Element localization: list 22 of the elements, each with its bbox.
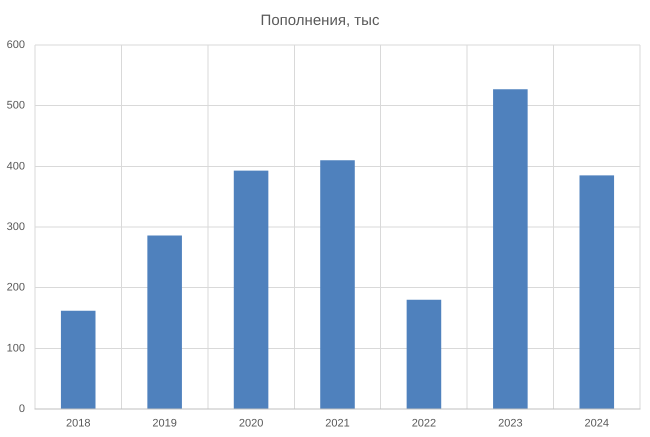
x-tick-label: 2023 bbox=[498, 418, 523, 430]
y-tick-label: 100 bbox=[6, 342, 25, 354]
x-tick-label: 2019 bbox=[152, 418, 177, 430]
y-tick-label: 400 bbox=[6, 160, 25, 172]
x-tick-label: 2020 bbox=[238, 418, 264, 430]
bar bbox=[147, 235, 182, 408]
chart-title: Пополнения, тыс bbox=[260, 12, 380, 30]
bar bbox=[493, 89, 528, 408]
bar bbox=[320, 160, 355, 408]
y-tick-label: 600 bbox=[6, 39, 25, 52]
x-tick-label: 2021 bbox=[325, 418, 350, 430]
x-tick-label: 2024 bbox=[584, 418, 610, 430]
bar bbox=[234, 170, 268, 408]
x-tick-label: 2022 bbox=[412, 418, 436, 430]
y-tick-label: 300 bbox=[6, 221, 25, 234]
y-tick-label: 200 bbox=[6, 282, 25, 294]
bar bbox=[406, 300, 442, 408]
y-tick-label: 0 bbox=[18, 403, 25, 416]
x-tick-label: 2018 bbox=[66, 418, 90, 430]
y-tick-label: 500 bbox=[6, 100, 25, 112]
bar bbox=[60, 310, 96, 408]
bar bbox=[580, 175, 614, 408]
